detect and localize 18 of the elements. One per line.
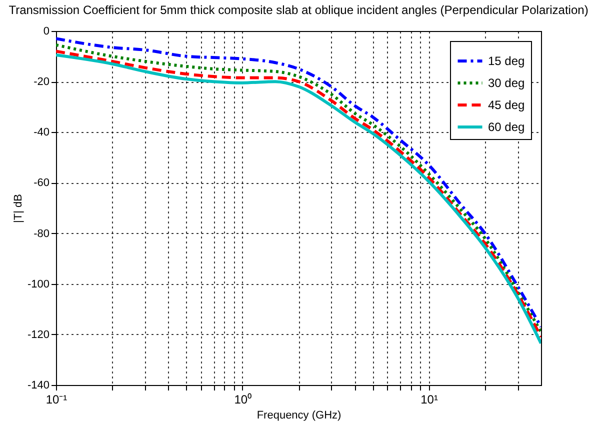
y-tick-label: 0	[43, 26, 50, 38]
legend-label: 60 deg	[488, 120, 525, 134]
y-axis-title: |T| dB	[12, 194, 24, 223]
y-tick-label: -80	[34, 228, 50, 240]
x-axis-title: Frequency (GHz)	[256, 410, 342, 422]
y-tick-label: -20	[34, 76, 50, 88]
x-tick-label: 10⁰	[234, 392, 252, 406]
legend-label: 30 deg	[488, 76, 525, 90]
y-tick-label: -60	[34, 177, 50, 190]
x-tick-label: 10⁻¹	[46, 392, 68, 406]
y-tick-label: -100	[27, 278, 50, 290]
y-tick-label: -40	[34, 126, 50, 139]
y-tick-label: -140	[27, 380, 50, 392]
chart-title: Transmission Coefficient for 5mm thick composite slab at oblique incident angles (Perpendicular Polarization)	[8, 3, 588, 17]
legend-label: 45 deg	[488, 98, 525, 112]
y-tick-label: -120	[27, 328, 50, 341]
legend-label: 15 deg	[488, 54, 525, 68]
x-tick-label: 10¹	[420, 392, 438, 406]
